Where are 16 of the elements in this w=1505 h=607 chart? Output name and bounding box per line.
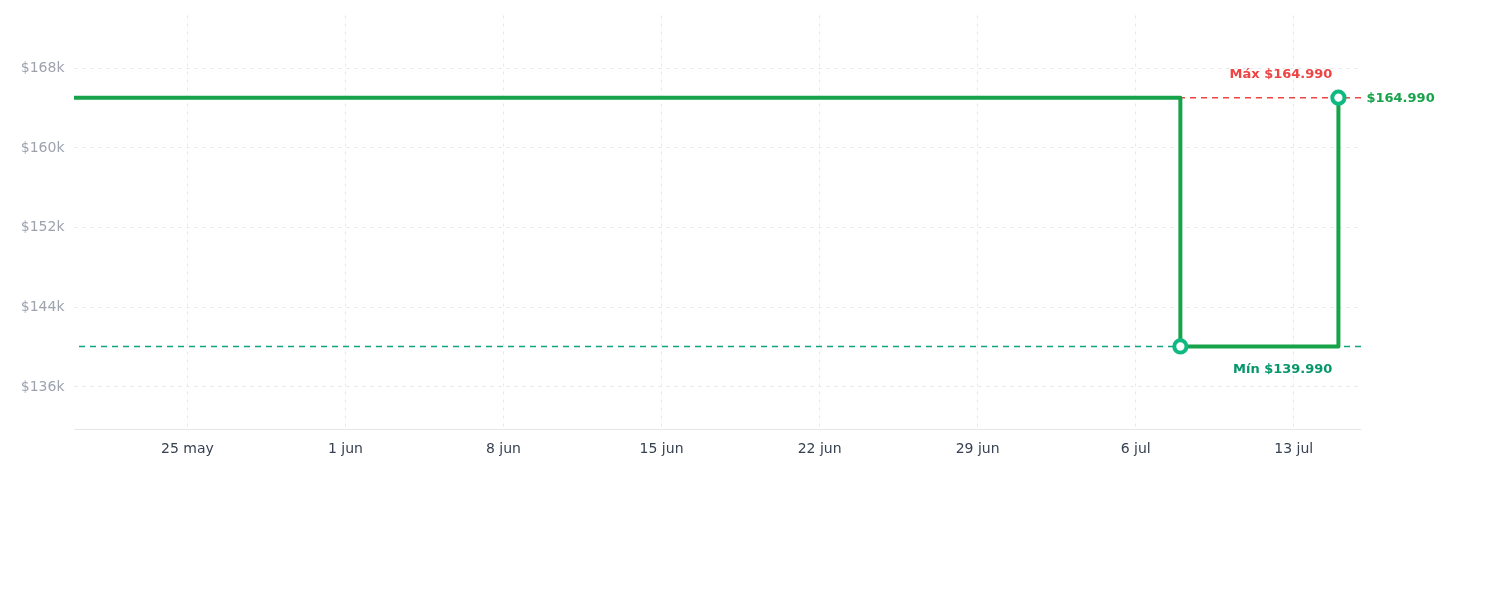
x-tick-label: 22 jun [797,439,842,456]
x-tick-label: 6 jul [1120,439,1151,456]
y-tick-label: $144k [20,298,66,315]
annotation: Mín $139.990 [1232,361,1333,377]
annotation: Máx $164.990 [1229,65,1333,81]
x-tick-label: 29 jun [955,439,1000,456]
annotation: $164.990 [1366,89,1435,105]
x-tick-label: 15 jun [639,439,684,456]
y-tick-label: $136k [20,377,66,394]
y-tick-label: $160k [20,138,66,155]
x-tick-label: 8 jun [486,439,521,456]
x-tick-label: 25 may [161,439,214,456]
x-tick-label: 13 jul [1274,439,1314,456]
x-tick-label: 1 jun [327,439,363,456]
y-tick-label: $152k [20,218,66,235]
y-tick-label: $168k [20,59,66,76]
